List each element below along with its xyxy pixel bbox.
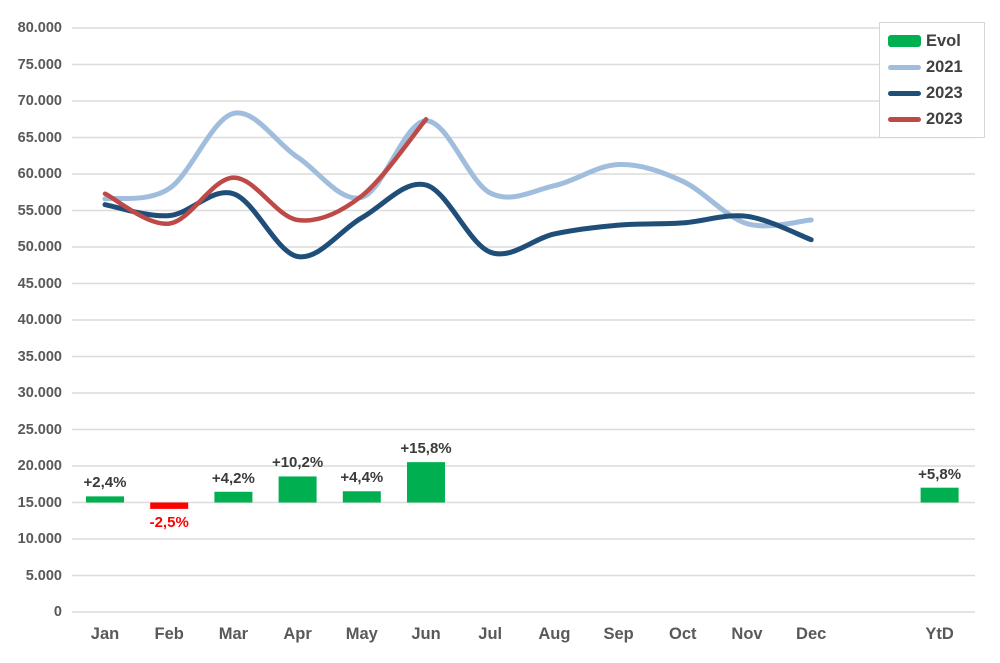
- evol-bar-swatch: [888, 35, 921, 47]
- x-axis-label-aug: Aug: [538, 625, 571, 643]
- x-axis-label-sep: Sep: [603, 625, 634, 643]
- evol-label-jun: +15,8%: [400, 440, 452, 458]
- y-axis-tick-60.000: 60.000: [17, 166, 62, 182]
- legend-item-2023-dark: 2023: [888, 85, 976, 102]
- evol-label-ytd: +5,8%: [918, 465, 962, 483]
- y-axis-tick-40.000: 40.000: [17, 312, 62, 328]
- y-axis-tick-35.000: 35.000: [17, 348, 62, 365]
- evol-bar-apr: [278, 476, 317, 503]
- y-axis-tick-30.000: 30.000: [17, 385, 62, 401]
- y-axis-tick-25.000: 25.000: [17, 421, 62, 438]
- evol-label-feb: -2,5%: [149, 513, 189, 531]
- x-axis-label-apr: Apr: [283, 625, 312, 643]
- series-line-2023-1: [102, 181, 814, 260]
- y-axis-tick-50.000: 50.000: [17, 239, 62, 255]
- evol-label-apr: +10,2%: [271, 454, 324, 472]
- y-axis-tick-55.000: 55.000: [17, 202, 62, 219]
- y-axis-tick-10.000: 10.000: [17, 531, 62, 547]
- evol-bar-ytd: [920, 487, 959, 503]
- x-axis-label-dec: Dec: [796, 625, 827, 643]
- y-axis-tick-0: 0: [53, 604, 62, 620]
- legend-label-2023-dark: 2023: [926, 83, 963, 102]
- y-axis-tick-65.000: 65.000: [17, 129, 62, 146]
- evol-bar-may: [342, 491, 381, 503]
- legend-item-2023-red: 2023: [888, 111, 976, 128]
- line-2023-dark-swatch: [888, 90, 921, 96]
- y-axis-tick-75.000: 75.000: [17, 56, 62, 73]
- x-axis-label-feb: Feb: [154, 625, 184, 643]
- x-axis-label-nov: Nov: [731, 625, 763, 643]
- legend-item-2021: 2021: [888, 59, 976, 76]
- legend: Evol 2021 2023 2023: [879, 22, 985, 138]
- y-axis-tick-45.000: 45.000: [17, 275, 62, 292]
- y-axis-tick-80.000: 80.000: [17, 20, 62, 36]
- evol-label-may: +4,4%: [340, 469, 384, 487]
- evol-label-jan: +2,4%: [83, 474, 127, 492]
- evol-bar-jun: [407, 462, 445, 503]
- x-axis-label-ytd: YtD: [925, 625, 954, 643]
- legend-label-2023-red: 2023: [926, 109, 963, 128]
- x-axis-label-jul: Jul: [478, 625, 503, 643]
- line-2021-swatch: [888, 64, 921, 70]
- x-axis-label-oct: Oct: [669, 625, 697, 643]
- x-axis-label-jun: Jun: [411, 625, 441, 643]
- series-line-2023-2: [102, 117, 429, 226]
- legend-item-evol: Evol: [888, 33, 976, 50]
- evol-bar-mar: [214, 491, 253, 503]
- series-line-2021-0: [102, 110, 814, 229]
- legend-label-evol: Evol: [926, 31, 961, 50]
- x-axis-label-jan: Jan: [90, 625, 120, 643]
- y-axis-tick-5.000: 5.000: [25, 567, 62, 584]
- evol-bar-feb: [150, 502, 189, 509]
- evol-bar-jan: [86, 496, 124, 503]
- x-axis-label-may: May: [345, 625, 378, 643]
- y-axis-tick-15.000: 15.000: [17, 494, 62, 511]
- y-axis-tick-70.000: 70.000: [17, 93, 62, 109]
- legend-label-2021: 2021: [926, 57, 963, 76]
- evol-label-mar: +4,2%: [211, 469, 255, 487]
- x-axis-label-mar: Mar: [218, 625, 249, 643]
- y-axis-tick-20.000: 20.000: [17, 458, 62, 474]
- line-2023-red-swatch: [888, 116, 921, 122]
